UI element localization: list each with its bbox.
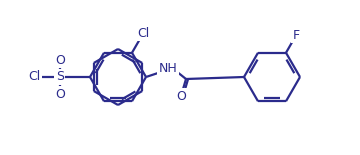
Text: Cl: Cl	[28, 71, 40, 84]
Text: O: O	[55, 53, 65, 66]
Text: O: O	[55, 88, 65, 100]
Text: NH: NH	[159, 62, 177, 75]
Text: F: F	[292, 29, 300, 42]
Text: Cl: Cl	[137, 27, 149, 40]
Text: O: O	[176, 89, 186, 102]
Text: S: S	[56, 71, 64, 84]
